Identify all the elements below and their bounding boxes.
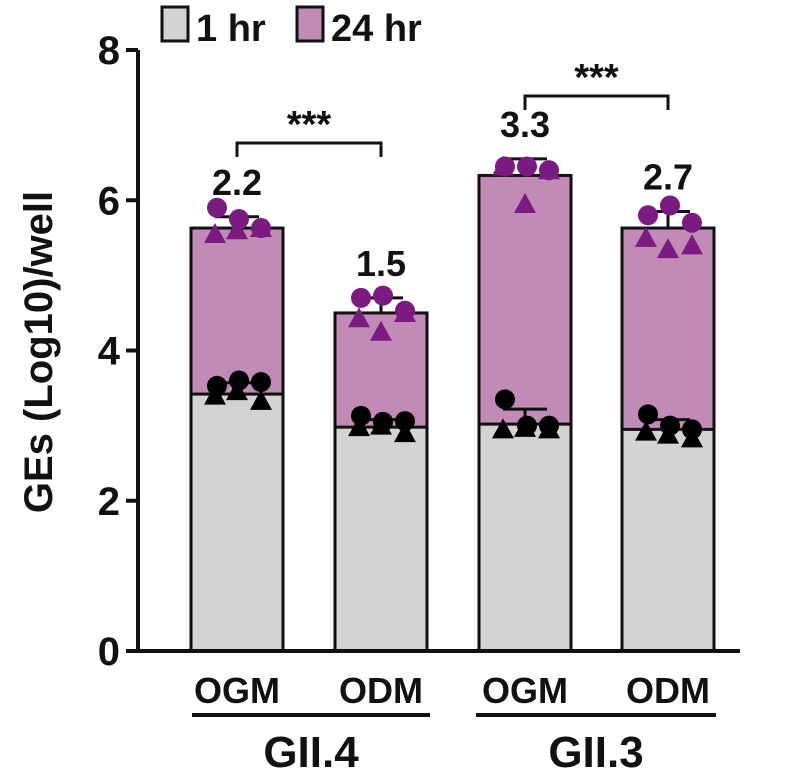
- point-triangle-24hr: [492, 155, 514, 176]
- x-tick-label: ODM: [339, 670, 423, 711]
- y-axis: 0 2 4 6 8: [98, 29, 140, 674]
- point-triangle-24hr: [226, 219, 248, 240]
- x-axis: OGM ODM OGM ODM GII.4 GII.3: [138, 649, 740, 773]
- data-points: [204, 155, 703, 448]
- point-triangle-24hr: [514, 193, 536, 214]
- fold-change-label: 3.3: [500, 104, 550, 145]
- y-tick-label: 0: [98, 630, 120, 674]
- error-bars: [215, 157, 690, 430]
- point-triangle-1hr: [250, 389, 272, 410]
- y-axis-label: GEs (Log10)/well: [17, 191, 61, 513]
- legend-label-1hr: 1 hr: [196, 8, 266, 50]
- point-circle-24hr: [660, 195, 680, 216]
- bar-1hr: [189, 392, 285, 653]
- point-triangle-1hr: [538, 418, 560, 439]
- point-circle-24hr: [229, 209, 249, 230]
- point-circle-1hr: [351, 405, 371, 426]
- significance-bracket: [235, 141, 383, 157]
- x-tick-label: OGM: [482, 670, 568, 711]
- group-label: GII.3: [548, 728, 643, 773]
- bar-1hr: [477, 422, 573, 653]
- point-circle-24hr: [207, 197, 227, 218]
- point-triangle-24hr: [681, 234, 703, 255]
- significance-label: ***: [574, 57, 619, 99]
- point-circle-24hr: [682, 212, 702, 233]
- y-tick-label: 8: [98, 29, 120, 73]
- point-circle-24hr: [351, 287, 371, 308]
- point-triangle-24hr: [657, 238, 679, 259]
- point-triangle-1hr: [492, 418, 514, 439]
- point-circle-24hr: [517, 156, 537, 177]
- point-triangle-24hr: [635, 226, 657, 247]
- y-tick-label: 2: [98, 480, 120, 524]
- point-triangle-1hr: [348, 416, 370, 437]
- fold-change-label: 2.2: [212, 162, 262, 203]
- significance-label: ***: [287, 104, 332, 146]
- point-triangle-1hr: [514, 416, 536, 437]
- point-circle-24hr: [373, 285, 393, 306]
- bar-1hr: [620, 427, 716, 653]
- bar-1hr: [333, 425, 429, 653]
- x-tick-label: ODM: [626, 670, 710, 711]
- point-circle-1hr: [495, 389, 515, 410]
- point-triangle-1hr: [394, 422, 416, 443]
- annotations: 2.2 1.5 3.3 2.7 *** ***: [212, 57, 693, 284]
- fold-change-label: 2.7: [643, 157, 693, 198]
- significance-bracket: [523, 94, 670, 110]
- legend: 1 hr 24 hr: [160, 5, 422, 50]
- point-triangle-24hr: [370, 320, 392, 341]
- point-triangle-24hr: [250, 217, 272, 238]
- point-triangle-1hr: [657, 423, 679, 444]
- point-triangle-1hr: [681, 427, 703, 448]
- point-circle-1hr: [638, 404, 658, 425]
- legend-swatch-24hr: [295, 5, 325, 43]
- point-circle-1hr: [251, 372, 271, 393]
- legend-label-24hr: 24 hr: [331, 8, 422, 50]
- group-label: GII.4: [263, 728, 359, 773]
- y-tick-label: 4: [98, 330, 121, 374]
- point-triangle-1hr: [370, 414, 392, 435]
- point-triangle-1hr: [635, 420, 657, 441]
- point-triangle-24hr: [538, 159, 560, 180]
- point-circle-24hr: [638, 205, 658, 226]
- x-tick-label: OGM: [194, 670, 280, 711]
- point-triangle-1hr: [204, 384, 226, 405]
- point-triangle-24hr: [204, 223, 226, 244]
- point-triangle-24hr: [348, 307, 370, 328]
- y-tick-label: 6: [98, 179, 120, 223]
- fold-change-label: 1.5: [356, 243, 406, 284]
- point-circle-1hr: [395, 411, 415, 432]
- point-triangle-24hr: [394, 301, 416, 322]
- legend-swatch-1hr: [160, 5, 190, 43]
- point-triangle-1hr: [226, 380, 248, 401]
